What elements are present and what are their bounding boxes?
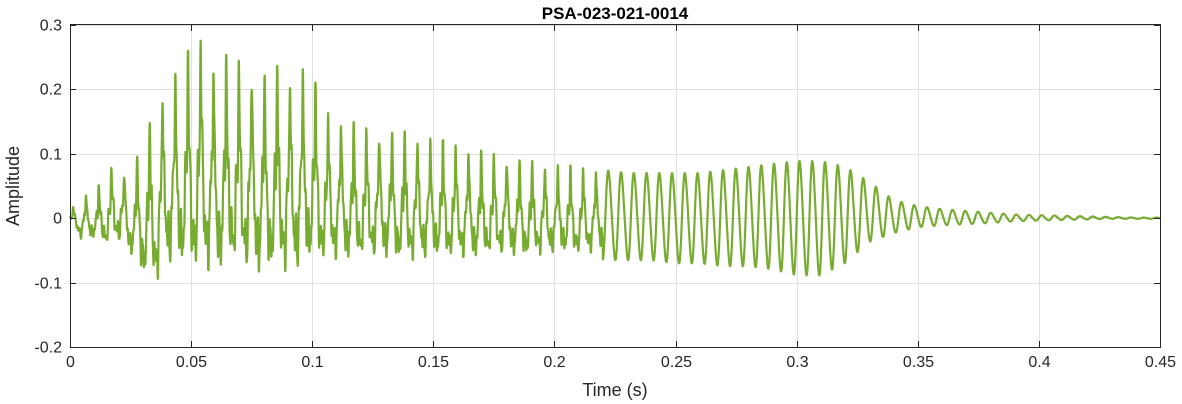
x-tick-label: 0 (66, 354, 75, 371)
y-axis-label: Amplitude (3, 146, 23, 226)
x-axis-label: Time (s) (582, 380, 647, 400)
x-tick-label: 0.45 (1145, 354, 1176, 371)
tick-marks (70, 25, 1161, 348)
x-tick-labels: 0 0.05 0.1 0.15 0.2 0.25 0.3 0.35 0.4 0.45 (66, 354, 1176, 371)
x-tick-label: 0.05 (176, 354, 207, 371)
y-tick-label: 0.1 (40, 147, 62, 164)
y-tick-label: 0.3 (40, 18, 62, 35)
chart-title: PSA-023-021-0014 (542, 4, 689, 23)
y-tick-label: 0.2 (40, 82, 62, 99)
x-tick-label: 0.15 (418, 354, 449, 371)
plot-area-frame (70, 24, 1161, 348)
x-tick-label: 0.1 (301, 354, 323, 371)
grid (70, 25, 1161, 348)
x-tick-label: 0.2 (543, 354, 565, 371)
series-line-amplitude (68, 39, 1161, 280)
x-tick-label: 0.4 (1028, 354, 1050, 371)
x-tick-label: 0.3 (786, 354, 808, 371)
y-tick-labels: -0.2 -0.1 0 0.1 0.2 0.3 (34, 18, 62, 357)
y-tick-label: -0.2 (34, 340, 62, 357)
x-tick-label: 0.25 (661, 354, 692, 371)
y-tick-label: 0 (53, 211, 62, 228)
y-tick-label: -0.1 (34, 276, 62, 293)
x-tick-label: 0.35 (903, 354, 934, 371)
